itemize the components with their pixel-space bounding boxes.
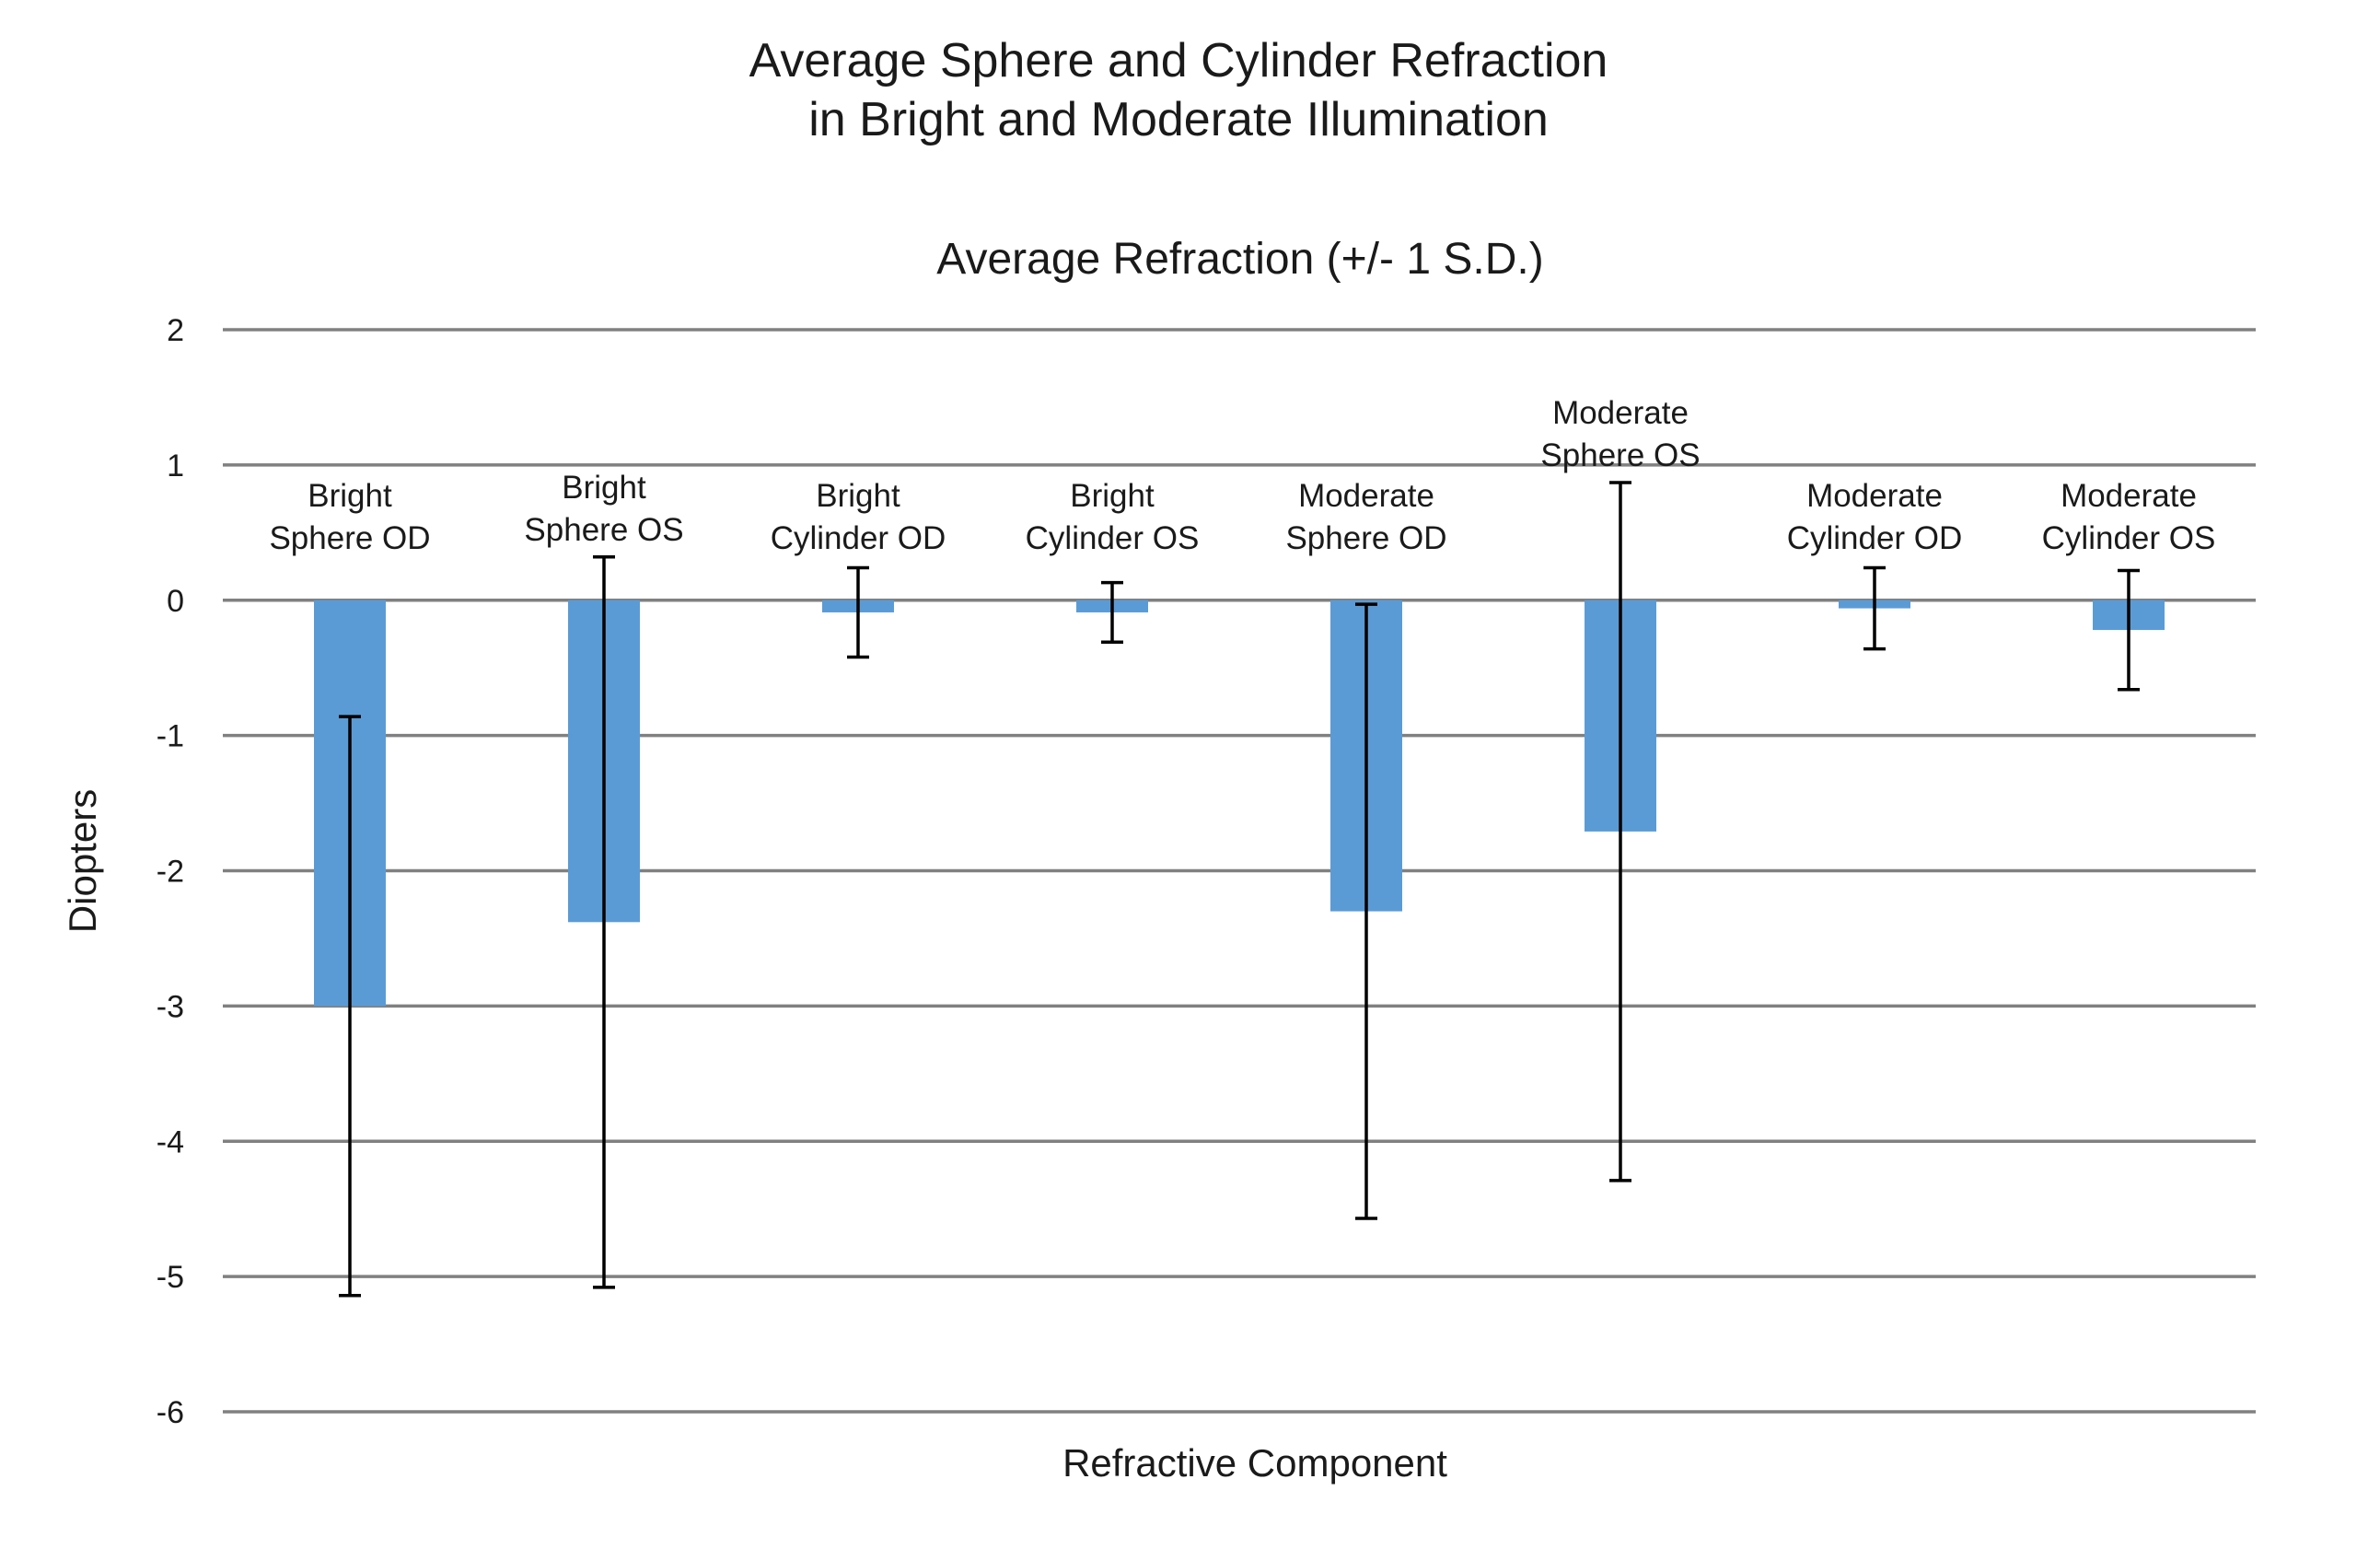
bar-label: Moderate [1298, 478, 1434, 514]
gridlines [223, 328, 2256, 1414]
bar-labels: Bright Sphere OD Bright Sphere OS Bright Cyli… [269, 395, 2215, 556]
bar-label: Moderate [1552, 395, 1689, 431]
chart-title-line-1: Average Sphere and Cylinder Refraction [749, 34, 1608, 87]
y-tick-label: -4 [157, 1124, 184, 1159]
y-tick-label: 2 [167, 313, 184, 348]
y-tick-label: 0 [167, 584, 184, 619]
bar-label: Cylinder OD [771, 520, 946, 556]
bar-label: Bright [1070, 478, 1155, 514]
chart-title-line-2: in Bright and Moderate Illumination [808, 93, 1549, 146]
y-tick-label: -1 [157, 719, 184, 754]
bar-label: Bright [562, 470, 646, 506]
error-bar [847, 565, 869, 659]
y-axis-title: Diopters [61, 789, 104, 933]
error-bar [593, 555, 615, 1289]
y-tick-labels: 2 1 0 -1 -2 -3 -4 -5 -6 [157, 313, 184, 1430]
bar-label: Sphere OD [1285, 520, 1446, 556]
bars [314, 600, 2165, 1007]
bar-label: Cylinder OS [1026, 520, 1200, 556]
error-bar [1863, 565, 1886, 651]
y-tick-label: -3 [157, 989, 184, 1024]
bar-label: Bright [816, 478, 900, 514]
y-tick-label: -5 [157, 1260, 184, 1295]
bar-label: Moderate [1806, 478, 1943, 514]
error-bar [1355, 602, 1377, 1220]
bar-label: Sphere OS [1540, 437, 1700, 473]
bar-label: Moderate [2061, 478, 2197, 514]
bar-label: Bright [308, 478, 392, 514]
y-tick-label: -2 [157, 855, 184, 890]
bar-label: Sphere OD [269, 520, 430, 556]
error-bars [339, 481, 2140, 1298]
error-bar [1101, 580, 1123, 645]
x-axis-title: Refractive Component [1062, 1441, 1447, 1485]
chart-subtitle: Average Refraction (+/- 1 S.D.) [936, 235, 1543, 284]
y-tick-label: -6 [157, 1395, 184, 1430]
error-bar [1609, 481, 1631, 1182]
bar-label: Cylinder OS [2042, 520, 2216, 556]
y-tick-label: 1 [167, 448, 184, 483]
error-bar [339, 715, 361, 1298]
bar-label: Cylinder OD [1787, 520, 1963, 556]
error-bar [2118, 568, 2140, 692]
bar-label: Sphere OS [524, 512, 683, 548]
